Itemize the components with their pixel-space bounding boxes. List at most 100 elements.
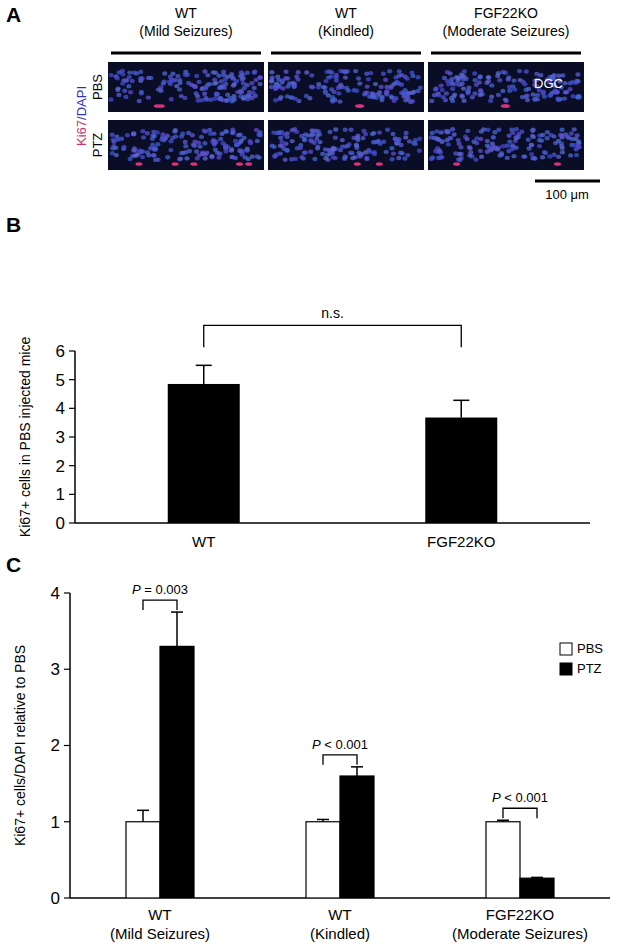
- micrograph-bg: [108, 62, 264, 112]
- ki67-cell: [154, 104, 161, 108]
- nucleus: [440, 88, 445, 92]
- nucleus: [365, 84, 370, 88]
- y-tick: [69, 350, 75, 351]
- nucleus: [203, 86, 208, 90]
- nucleus: [231, 94, 236, 98]
- nucleus: [296, 99, 301, 103]
- nucleus: [258, 82, 263, 86]
- nucleus: [309, 139, 314, 143]
- nucleus: [283, 76, 288, 80]
- nucleus: [479, 129, 484, 133]
- nucleus: [404, 131, 409, 135]
- annotation-italic: P: [312, 737, 321, 752]
- nucleus: [223, 146, 228, 150]
- nucleus: [230, 155, 235, 159]
- nucleus: [243, 155, 248, 159]
- nucleus: [511, 154, 516, 158]
- nucleus: [323, 147, 328, 151]
- nucleus: [128, 90, 133, 94]
- nucleus: [397, 69, 402, 73]
- stain-part: Ki67: [74, 120, 89, 146]
- plot-marks: [126, 612, 554, 898]
- nucleus: [545, 136, 550, 140]
- nucleus: [277, 130, 282, 134]
- nucleus: [309, 73, 314, 77]
- annotation-rest: < 0.001: [501, 790, 548, 805]
- nucleus: [290, 139, 295, 143]
- nucleus: [363, 150, 368, 154]
- nucleus: [405, 95, 410, 99]
- nucleus: [151, 153, 156, 157]
- nucleus: [162, 71, 167, 75]
- nucleus: [385, 89, 390, 93]
- column-header: WT(Kindled): [318, 5, 374, 39]
- micrograph: [428, 120, 584, 170]
- nucleus: [373, 82, 378, 86]
- nucleus: [510, 84, 515, 88]
- nucleus: [337, 99, 342, 103]
- micrograph-bg: [428, 62, 584, 112]
- y-tick-label: 0: [56, 514, 65, 533]
- bar: [306, 822, 340, 898]
- nucleus: [172, 129, 177, 133]
- ki67-cell: [245, 162, 252, 166]
- nucleus: [302, 151, 307, 155]
- nucleus: [211, 70, 216, 74]
- nucleus: [225, 75, 230, 79]
- nucleus: [531, 156, 536, 160]
- nucleus: [220, 132, 225, 136]
- nucleus: [326, 93, 331, 97]
- nucleus: [554, 90, 559, 94]
- nucleus: [238, 89, 243, 93]
- nucleus: [452, 132, 457, 136]
- nucleus: [514, 127, 519, 131]
- nucleus: [216, 155, 221, 159]
- nucleus: [383, 78, 388, 82]
- y-tick-label: 3: [51, 660, 60, 679]
- nucleus: [429, 157, 434, 161]
- nucleus: [237, 148, 242, 152]
- nucleus: [183, 73, 188, 77]
- nucleus: [378, 142, 383, 146]
- nucleus: [450, 87, 455, 91]
- nucleus: [239, 70, 244, 74]
- nucleus: [436, 138, 441, 142]
- nucleus: [116, 86, 121, 90]
- nucleus: [560, 128, 565, 132]
- nucleus: [458, 158, 463, 162]
- legend-swatch: [560, 643, 572, 655]
- x-axis: [75, 522, 590, 524]
- nucleus: [520, 95, 525, 99]
- nucleus: [486, 75, 491, 79]
- nucleus: [345, 144, 350, 148]
- nucleus: [315, 133, 320, 137]
- nucleus: [252, 86, 257, 90]
- nucleus: [110, 133, 115, 137]
- nucleus: [218, 137, 223, 141]
- nucleus: [340, 144, 345, 148]
- nucleus: [329, 87, 334, 91]
- annotation-bracket: [143, 600, 177, 610]
- x-tick-label: FGF22KO(Moderate Seizures): [452, 906, 588, 942]
- nucleus: [275, 75, 280, 79]
- y-tick: [69, 408, 75, 409]
- nucleus: [477, 75, 482, 79]
- micrograph: [428, 62, 584, 112]
- nucleus: [245, 146, 250, 150]
- nucleus: [393, 96, 398, 100]
- nucleus: [531, 135, 536, 139]
- nucleus: [128, 157, 133, 161]
- nucleus: [125, 133, 130, 137]
- nucleus: [453, 82, 458, 86]
- nucleus: [216, 74, 221, 78]
- y-tick-label: 2: [56, 457, 65, 476]
- nucleus: [361, 129, 366, 133]
- nucleus: [285, 135, 290, 139]
- nucleus: [573, 81, 578, 85]
- nucleus: [114, 153, 119, 157]
- nucleus: [529, 143, 534, 147]
- error-bar: [461, 400, 463, 417]
- nucleus: [168, 148, 173, 152]
- ki67-cell: [354, 162, 361, 166]
- nucleus: [451, 94, 456, 98]
